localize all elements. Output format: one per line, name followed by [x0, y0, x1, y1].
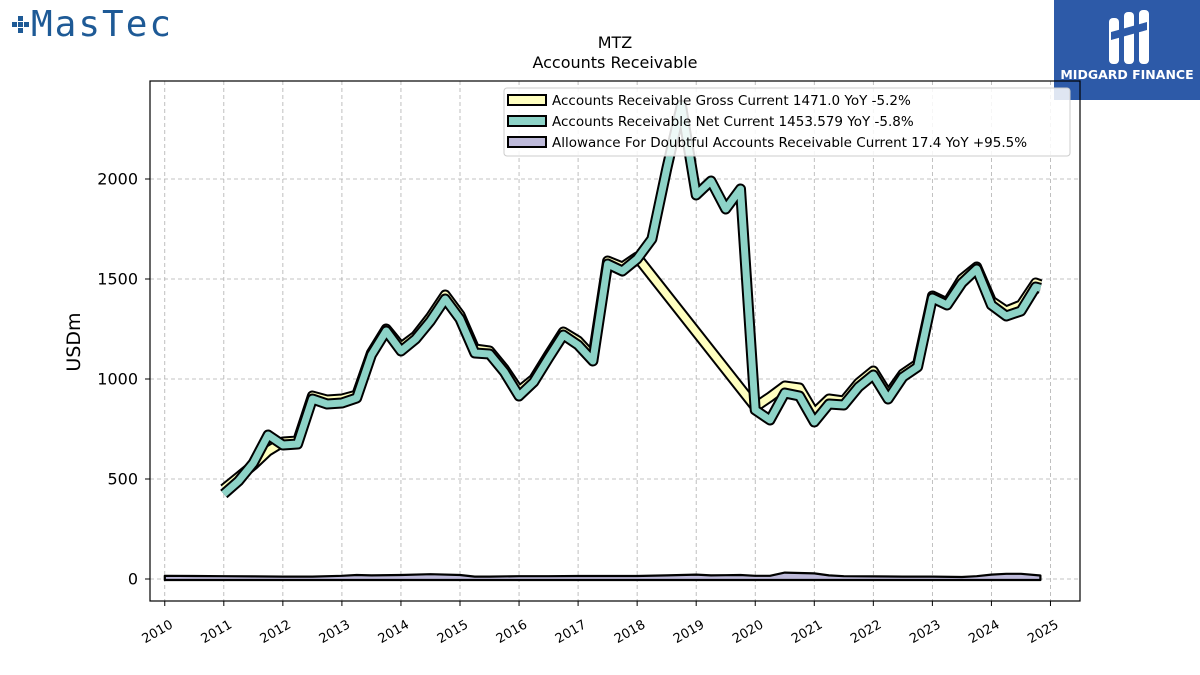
- y-tick-label: 0: [128, 570, 138, 589]
- x-tick-label: 2024: [966, 617, 1002, 647]
- x-tick-label: 2022: [848, 617, 884, 647]
- x-tick-label: 2011: [199, 617, 235, 647]
- y-axis-label: USDm: [63, 312, 85, 371]
- x-tick-label: 2019: [671, 617, 707, 647]
- x-tick-label: 2014: [376, 617, 412, 647]
- legend-swatch: [507, 136, 547, 148]
- y-tick-label: 500: [107, 470, 138, 489]
- x-tick-label: 2013: [317, 617, 353, 647]
- legend-swatch: [507, 115, 547, 127]
- chart-title: MTZ: [598, 33, 633, 52]
- x-tick-label: 2020: [730, 617, 766, 647]
- series-allowance-band: [163, 571, 1042, 582]
- mastec-logo: MasTec: [8, 3, 174, 45]
- legend-entry: Accounts Receivable Gross Current 1471.0…: [552, 93, 911, 109]
- y-tick-label: 2000: [97, 170, 138, 189]
- y-tick-label: 1000: [97, 370, 138, 389]
- legend-swatch: [507, 94, 547, 106]
- x-tick-label: 2010: [140, 617, 176, 647]
- x-tick-label: 2015: [435, 617, 471, 647]
- partner-name: MIDGARD FINANCE: [1060, 67, 1194, 82]
- midgard-emblem-icon: [1109, 10, 1149, 64]
- x-tick-label: 2018: [612, 617, 648, 647]
- legend-entry: Accounts Receivable Net Current 1453.579…: [552, 114, 914, 130]
- logo-pixel-mark-icon: [8, 14, 29, 34]
- x-tick-label: 2023: [907, 617, 943, 647]
- grid: [150, 81, 1080, 601]
- legend-entry: Allowance For Doubtful Accounts Receivab…: [552, 135, 1027, 151]
- series-net-current-line: [221, 101, 1042, 497]
- x-tick-label: 2021: [789, 617, 825, 647]
- series-group: [163, 99, 1043, 582]
- legend-box: [503, 87, 1071, 157]
- y-tick-label: 1500: [97, 270, 138, 289]
- logo-wordmark: MasTec: [31, 3, 174, 45]
- midgard-finance-badge: MIDGARD FINANCE: [1054, 0, 1200, 100]
- legend: Accounts Receivable Gross Current 1471.0…: [503, 87, 1071, 157]
- x-tick-label: 2012: [258, 617, 294, 647]
- series-net-current-outline: [220, 99, 1042, 499]
- chart-subtitle: Accounts Receivable: [532, 53, 697, 72]
- plot-frame: [149, 80, 1081, 602]
- x-tick-label: 2017: [553, 617, 589, 647]
- x-tick-label: 2025: [1025, 617, 1061, 647]
- x-tick-label: 2016: [494, 617, 530, 647]
